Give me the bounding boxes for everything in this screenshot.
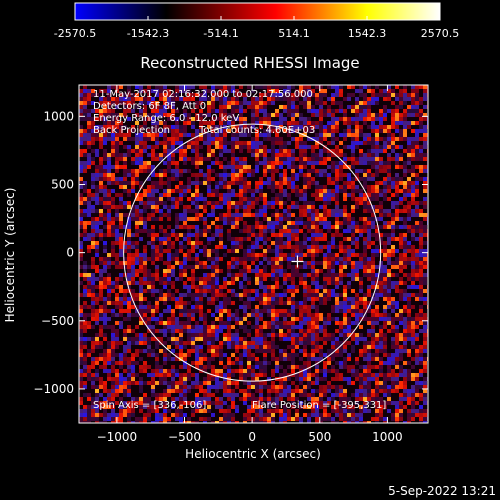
plot-area: −1000 −500 0 500 1000 −1000 −500 0 500 1000 xyxy=(33,84,429,444)
colorbar-tick-label: -514.1 xyxy=(203,27,238,40)
colorbar-tick-label: 514.1 xyxy=(278,27,310,40)
y-tick-label: 1000 xyxy=(43,109,74,123)
colorbar: -2570.5 -1542.3 -514.1 514.1 1542.3 2570.5 xyxy=(54,2,459,40)
colorbar-tick-label: 2570.5 xyxy=(421,27,460,40)
flare-position-annotation: Flare Position = [-395,331] xyxy=(252,400,386,411)
energy-range-annotation: Energy Range: 6.0 - 12.0 keV xyxy=(93,113,239,124)
time-range-annotation: 11-May-2017 02:16:32.000 to 02:17:56.000 xyxy=(93,89,313,100)
x-tick-label: 500 xyxy=(308,430,331,444)
spin-axis-annotation: Spin Axis = [336,-106] xyxy=(93,400,206,411)
total-counts-annotation: Total counts: 4.60E+03 xyxy=(198,125,315,136)
colorbar-ticks: -2570.5 -1542.3 -514.1 514.1 1542.3 2570.5 xyxy=(54,16,459,40)
solar-limb-circle xyxy=(123,123,382,382)
chart-title: Reconstructed RHESSI Image xyxy=(140,54,359,72)
colorbar-tick-label: -2570.5 xyxy=(54,27,96,40)
x-tick-label: −1000 xyxy=(97,430,138,444)
y-axis-label: Heliocentric Y (arcsec) xyxy=(3,188,17,323)
y-tick-label: −1000 xyxy=(33,382,74,396)
y-tick-label: 0 xyxy=(66,246,74,260)
footer-date: 5-Sep-2022 13:21 xyxy=(388,484,496,498)
x-tick-label: 0 xyxy=(248,430,256,444)
method-annotation: Back Projection xyxy=(93,125,170,136)
y-tick-label: −500 xyxy=(41,314,74,328)
colorbar-tick-label: 1542.3 xyxy=(348,27,387,40)
plot-frame xyxy=(78,84,429,424)
x-tick-label: −500 xyxy=(168,430,201,444)
heatmap-cells xyxy=(79,85,428,423)
y-tick-label: 500 xyxy=(51,177,74,191)
x-axis-label: Heliocentric X (arcsec) xyxy=(185,447,321,461)
x-tick-label: 1000 xyxy=(372,430,403,444)
axis-ticks: −1000 −500 0 500 1000 −1000 −500 0 500 1000 xyxy=(33,85,428,444)
flare-position-marker xyxy=(291,255,304,268)
colorbar-tick-label: -1542.3 xyxy=(127,27,169,40)
colorbar-gradient xyxy=(74,2,441,21)
detectors-annotation: Detectors: 6F 8F, Att 0 xyxy=(93,101,206,112)
